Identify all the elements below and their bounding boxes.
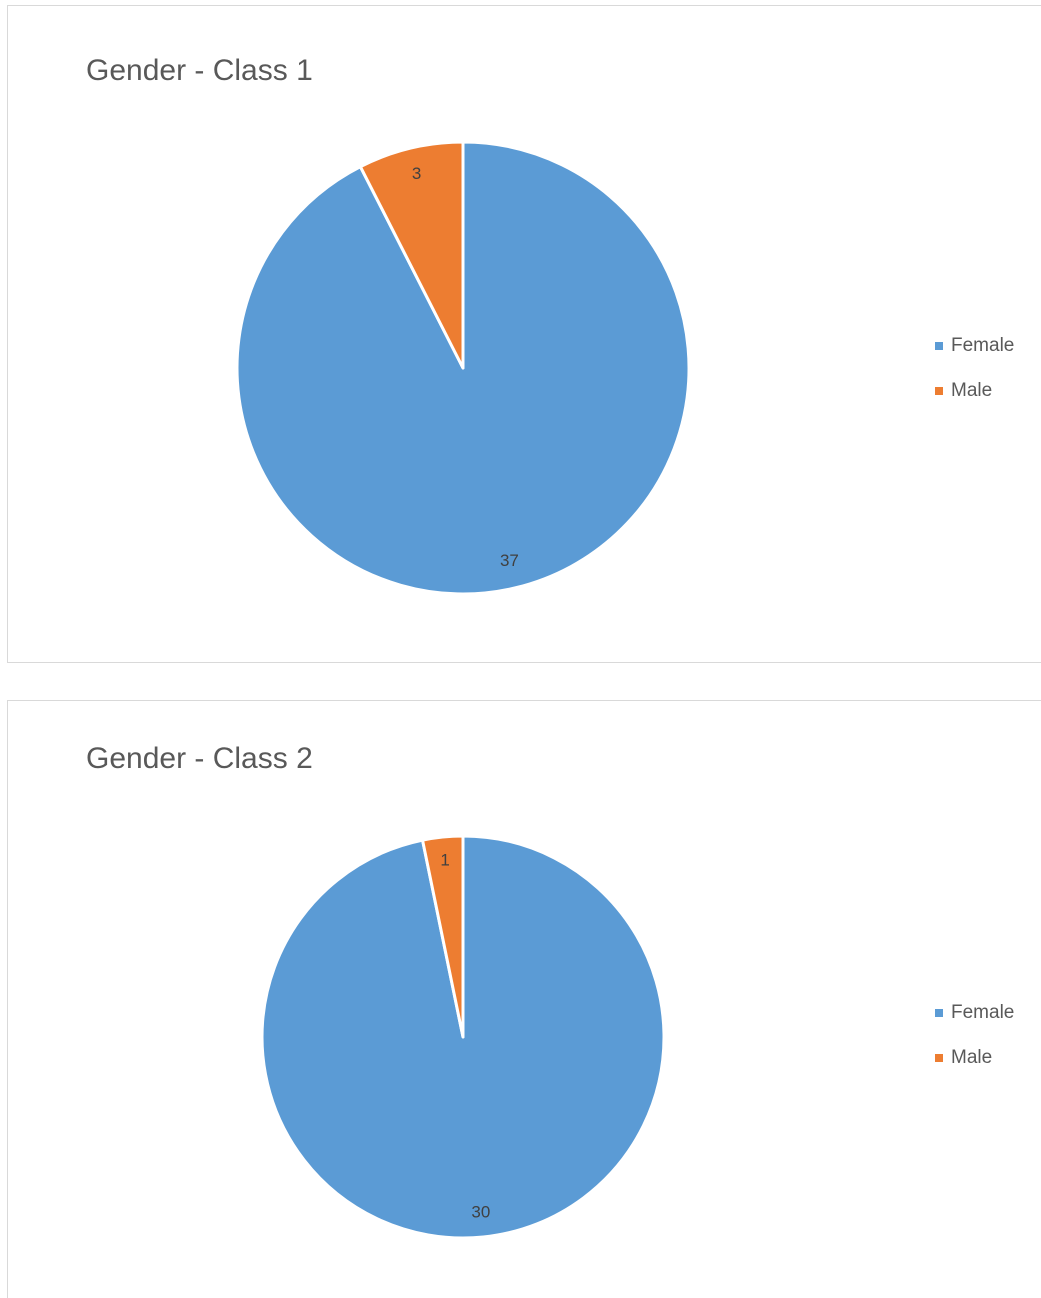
legend-swatch (935, 1009, 943, 1017)
legend-label: Female (951, 335, 1014, 356)
legend-swatch (935, 342, 943, 350)
legend-swatch (935, 1054, 943, 1062)
data-label: 37 (500, 551, 519, 570)
chart-title: Gender - Class 1 (86, 54, 313, 87)
legend-label: Male (951, 1047, 992, 1068)
data-label: 1 (440, 851, 449, 870)
chart: Gender - Class 1 37 3 Female Male (7, 5, 1041, 663)
legend-label: Male (951, 380, 992, 401)
pie-slice (358, 140, 465, 370)
data-label: 3 (412, 164, 421, 183)
data-label: 30 (471, 1202, 490, 1221)
legend-swatch (935, 387, 943, 395)
pie-slice (421, 834, 465, 1039)
legend-label: Female (951, 1002, 1014, 1023)
chart: Gender - Class 2 30 1 Female Male (7, 700, 1041, 1298)
chart-title: Gender - Class 2 (86, 742, 313, 775)
